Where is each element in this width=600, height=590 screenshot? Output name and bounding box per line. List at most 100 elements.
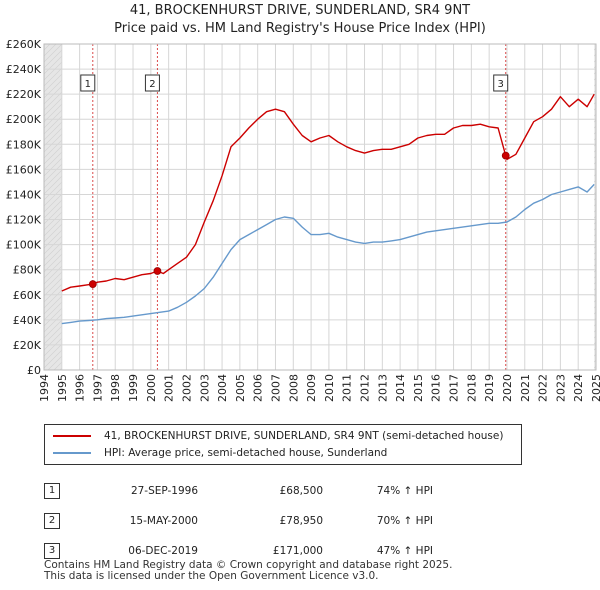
x-tick-label: 1999	[127, 374, 140, 402]
x-tick-label: 2003	[198, 374, 211, 402]
y-tick-label: £120K	[6, 214, 42, 227]
x-tick-label: 2021	[519, 374, 532, 402]
x-tick-label: 2007	[269, 374, 282, 402]
sale-label-1: 1	[85, 79, 91, 90]
sale-date: 15-MAY-2000	[129, 515, 198, 527]
chart-title: 41, BROCKENHURST DRIVE, SUNDERLAND, SR4 …	[129, 3, 471, 18]
shaded-hatch	[44, 289, 63, 309]
shaded-hatch	[44, 61, 63, 81]
shaded-hatch	[44, 67, 63, 87]
shaded-hatch	[44, 79, 63, 99]
sale-label-2: 2	[149, 79, 155, 90]
shaded-hatch	[44, 343, 63, 363]
shaded-hatch	[44, 55, 63, 75]
plot-border	[43, 43, 597, 371]
x-tick-label: 2010	[323, 374, 336, 402]
shaded-hatch	[44, 283, 63, 303]
x-tick-label: 2009	[305, 374, 318, 402]
sale-price: £68,500	[279, 485, 323, 497]
shaded-hatch	[44, 247, 63, 267]
x-tick-label: 2013	[376, 374, 389, 402]
x-tick-label: 2012	[359, 374, 372, 402]
sale-label-3: 3	[498, 79, 504, 90]
shaded-hatch	[44, 145, 63, 165]
shaded-hatch	[44, 271, 63, 291]
sale-marker-box: 1	[44, 483, 60, 499]
price-chart: 1 2 3 £0 £20K £40K £60K £80K £100K £120K £140K £160…	[6, 38, 600, 402]
x-tick-label: 2023	[554, 374, 567, 402]
shaded-hatch	[44, 319, 63, 339]
shaded-hatch	[44, 157, 63, 177]
x-tick-label: 2004	[216, 374, 229, 402]
shaded-hatch	[44, 301, 63, 321]
sale-point-3	[501, 151, 510, 160]
shaded-hatch	[44, 133, 63, 153]
shaded-hatch	[44, 193, 63, 213]
y-tick-label: £220K	[6, 88, 42, 101]
sale-point-2	[153, 267, 162, 275]
legend-label-hpi: HPI: Average price, semi-detached house,…	[104, 447, 388, 459]
shaded-hatch	[44, 169, 63, 189]
shaded-hatch	[44, 205, 63, 225]
y-tick-label: £20K	[13, 339, 42, 352]
y-tick-label: £100K	[6, 239, 42, 252]
shaded-hatch	[44, 331, 63, 351]
x-tick-label: 2002	[180, 374, 193, 402]
sale-marker-box: 2	[44, 513, 60, 529]
x-tick-label: 2005	[234, 374, 247, 402]
y-tick-label: £260K	[6, 38, 42, 51]
x-tick-label: 2020	[501, 374, 514, 402]
x-tick-label: 2015	[412, 374, 425, 402]
x-tick-label: 2006	[252, 374, 265, 402]
shaded-hatch	[44, 163, 63, 183]
x-tick-label: 2025	[590, 374, 600, 402]
shaded-hatch	[44, 49, 63, 69]
x-tick-label: 1994	[38, 374, 51, 402]
sale-hpi-change: 70% ↑ HPI	[376, 515, 433, 527]
y-tick-label: £240K	[6, 63, 42, 76]
shaded-hatch	[44, 223, 63, 243]
y-tick-label: £40K	[13, 314, 42, 327]
legend-item-hpi: HPI: Average price, semi-detached house,…	[53, 445, 387, 461]
x-tick-label: 1997	[91, 374, 104, 402]
chart-subtitle: Price paid vs. HM Land Registry's House …	[114, 21, 486, 36]
shaded-hatch	[44, 253, 63, 273]
shaded-hatch	[44, 259, 63, 279]
shaded-hatch	[44, 199, 63, 219]
x-tick-label: 2024	[572, 374, 585, 402]
shaded-period-1	[44, 44, 62, 370]
chart-legend: 41, BROCKENHURST DRIVE, SUNDERLAND, SR4 …	[44, 424, 522, 465]
shaded-hatch	[47, 355, 63, 370]
shaded-hatch	[44, 265, 63, 285]
shaded-hatch	[44, 44, 51, 51]
legend-label-property: 41, BROCKENHURST DRIVE, SUNDERLAND, SR4 …	[104, 430, 504, 442]
x-tick-label: 2011	[341, 374, 354, 402]
shaded-hatch	[44, 97, 63, 117]
shaded-hatch	[44, 337, 63, 357]
sale-hpi-change: 47% ↑ HPI	[376, 545, 433, 557]
shaded-hatch	[53, 361, 63, 370]
table-row: 3 06-DEC-2019 £171,000 47% ↑ HPI	[44, 536, 433, 566]
x-tick-label: 1998	[109, 374, 122, 402]
table-row: 1 27-SEP-1996 £68,500 74% ↑ HPI	[44, 476, 433, 506]
shaded-hatch	[44, 307, 63, 327]
x-tick-label: 1996	[74, 374, 87, 402]
y-tick-label: £180K	[6, 138, 42, 151]
shaded-hatch	[44, 295, 63, 315]
shaded-hatch	[44, 139, 63, 159]
shaded-hatch	[44, 121, 63, 141]
y-tick-label: £60K	[13, 289, 42, 302]
sale-date: 06-DEC-2019	[128, 545, 198, 557]
x-tick-label: 2016	[430, 374, 443, 402]
y-tick-label: £80K	[13, 264, 42, 277]
legend-item-property: 41, BROCKENHURST DRIVE, SUNDERLAND, SR4 …	[53, 428, 503, 444]
shaded-hatch	[44, 349, 63, 369]
series-line-hpi	[61, 183, 595, 325]
y-tick-label: £0	[27, 364, 41, 377]
shaded-hatch	[44, 44, 57, 57]
sale-price: £78,950	[279, 515, 323, 527]
sale-label-box-1	[80, 74, 96, 92]
x-tick-label: 2000	[145, 374, 158, 402]
sale-date: 27-SEP-1996	[130, 485, 198, 497]
x-tick-label: 2008	[287, 374, 300, 402]
